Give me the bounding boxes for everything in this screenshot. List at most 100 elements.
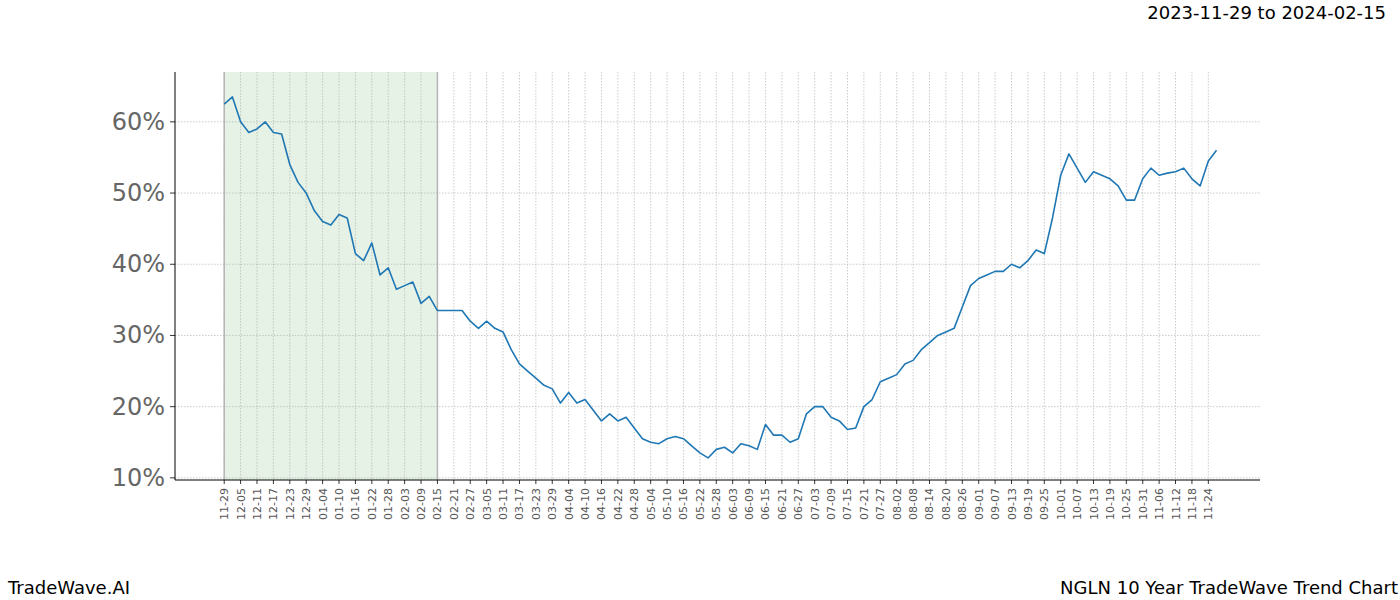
x-tick <box>1027 480 1028 484</box>
grid-line <box>1044 72 1045 480</box>
grid-line <box>322 72 323 480</box>
x-tick <box>1011 480 1012 484</box>
x-tick <box>1126 480 1127 484</box>
x-tick-label: 02-21 <box>448 488 461 520</box>
x-tick <box>929 480 930 484</box>
grid-line <box>519 72 520 480</box>
x-tick-label: 09-01 <box>973 488 986 520</box>
x-tick <box>453 480 454 484</box>
x-tick-label: 04-22 <box>612 488 625 520</box>
grid-line <box>634 72 635 480</box>
x-tick-label: 09-13 <box>1006 488 1019 520</box>
x-tick <box>880 480 881 484</box>
x-tick <box>781 480 782 484</box>
x-tick-label: 05-28 <box>710 488 723 520</box>
x-tick <box>322 480 323 484</box>
x-tick <box>257 480 258 484</box>
x-tick <box>814 480 815 484</box>
grid-line <box>224 72 225 480</box>
grid-line <box>978 72 979 480</box>
grid-line <box>699 72 700 480</box>
grid-line <box>650 72 651 480</box>
y-tick <box>170 264 175 265</box>
grid-line <box>289 72 290 480</box>
grid-line <box>1191 72 1192 480</box>
x-tick <box>421 480 422 484</box>
chart: 11-2912-0512-1112-1712-2312-2901-0401-10… <box>0 0 1400 600</box>
x-tick-label: 08-02 <box>891 488 904 520</box>
x-tick <box>896 480 897 484</box>
y-tick <box>170 477 175 478</box>
grid-line <box>470 72 471 480</box>
grid-line <box>716 72 717 480</box>
grid-line <box>257 72 258 480</box>
x-tick-label: 11-24 <box>1202 488 1215 520</box>
x-tick-label: 12-17 <box>267 488 280 520</box>
y-tick <box>170 121 175 122</box>
x-tick <box>749 480 750 484</box>
x-tick-label: 05-04 <box>645 488 658 520</box>
grid-line <box>486 72 487 480</box>
grid-line <box>1060 72 1061 480</box>
grid-line <box>1208 72 1209 480</box>
x-tick <box>240 480 241 484</box>
x-tick <box>601 480 602 484</box>
x-tick-label: 12-23 <box>284 488 297 520</box>
grid-line <box>339 72 340 480</box>
grid-line <box>503 72 504 480</box>
y-tick-label: 20% <box>112 393 165 421</box>
x-tick-label: 09-19 <box>1022 488 1035 520</box>
x-tick-label: 02-27 <box>464 488 477 520</box>
x-tick-label: 10-01 <box>1055 488 1068 520</box>
grid-line <box>437 72 438 480</box>
x-tick <box>798 480 799 484</box>
y-tick <box>170 193 175 194</box>
source: TradeWave.AI <box>7 577 130 598</box>
grid-line <box>929 72 930 480</box>
x-tick <box>978 480 979 484</box>
x-tick <box>585 480 586 484</box>
x-tick-label: 08-26 <box>956 488 969 520</box>
x-tick-label: 04-16 <box>595 488 608 520</box>
x-tick <box>486 480 487 484</box>
grid-line <box>962 72 963 480</box>
x-tick-label: 02-15 <box>431 488 444 520</box>
plot-area <box>224 97 1216 458</box>
x-tick-label: 04-10 <box>579 488 592 520</box>
grid-line <box>552 72 553 480</box>
x-tick-label: 06-03 <box>727 488 740 520</box>
x-tick-label: 12-11 <box>251 488 264 520</box>
grid-line <box>765 72 766 480</box>
grid-line <box>535 72 536 480</box>
x-tick-label: 07-15 <box>841 488 854 520</box>
grid-line <box>240 72 241 480</box>
grid-line <box>814 72 815 480</box>
grid-line <box>945 72 946 480</box>
grid-line <box>388 72 389 480</box>
grid-line <box>175 406 1260 407</box>
grid-line <box>880 72 881 480</box>
grid-line <box>1109 72 1110 480</box>
grid-line <box>306 72 307 480</box>
grid-line <box>995 72 996 480</box>
grid-line <box>1093 72 1094 480</box>
x-tick <box>716 480 717 484</box>
highlight-edge <box>437 72 439 480</box>
grid-line <box>1159 72 1160 480</box>
grid-line <box>175 335 1260 336</box>
x-tick-label: 06-09 <box>743 488 756 520</box>
y-tick-label: 60% <box>112 108 165 136</box>
x-tick <box>962 480 963 484</box>
x-tick-label: 06-15 <box>759 488 772 520</box>
x-tick <box>437 480 438 484</box>
x-tick <box>1044 480 1045 484</box>
x-tick <box>339 480 340 484</box>
grid-line <box>913 72 914 480</box>
x-tick-label: 02-09 <box>415 488 428 520</box>
x-tick <box>863 480 864 484</box>
x-tick-label: 03-17 <box>513 488 526 520</box>
x-tick <box>355 480 356 484</box>
x-tick <box>1093 480 1094 484</box>
x-tick-label: 08-20 <box>940 488 953 520</box>
x-tick-label: 04-04 <box>563 488 576 520</box>
